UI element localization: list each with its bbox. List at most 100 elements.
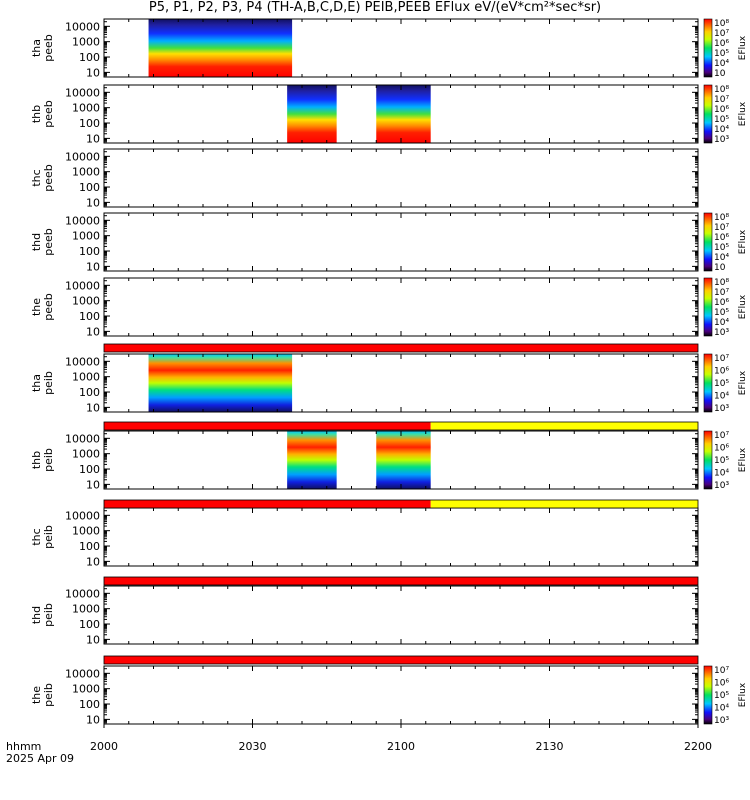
colorbar-tick-label: 10⁴ xyxy=(714,253,729,263)
colorbar-tick-label: 10⁴ xyxy=(714,469,729,479)
probe-label: thb xyxy=(30,105,43,123)
plot-title: P5, P1, P2, P3, P4 (TH-A,B,C,D,E) PEIB,P… xyxy=(148,0,602,15)
colorbar-tick-label: 10⁶ xyxy=(714,367,729,377)
y-tick-label: 10000 xyxy=(65,20,100,33)
status-bar-frame xyxy=(103,499,699,509)
x-tick-label: 2000 xyxy=(90,740,118,753)
y-tick-label: 1000 xyxy=(72,166,100,179)
y-tick-label: 10 xyxy=(86,478,100,491)
panel-ylabel: thdpeeb xyxy=(30,228,55,256)
panel-frame xyxy=(103,277,699,337)
product-label: peeb xyxy=(42,293,55,321)
status-bar-frame xyxy=(103,655,699,665)
y-tick-label: 10 xyxy=(86,196,100,209)
colorbar-tick-label: 10⁴ xyxy=(714,392,729,402)
data-block-thb-peeb-1 xyxy=(376,85,431,143)
colorbar-tick-label: 10³ xyxy=(714,328,729,338)
product-label: peeb xyxy=(42,100,55,128)
y-tick-label: 100 xyxy=(79,245,100,258)
status-bar-frame xyxy=(103,343,699,353)
colorbar-tick-label: 10⁷ xyxy=(714,354,729,364)
y-tick-label: 10 xyxy=(86,132,100,145)
colorbar-tick-label: 10³ xyxy=(714,481,729,491)
colorbar-tick-label: 10³ xyxy=(714,404,729,414)
colorbar-tick-label: 10⁵ xyxy=(714,691,729,701)
colorbar xyxy=(703,665,713,725)
product-label: peib xyxy=(42,603,55,627)
y-tick-label: 10 xyxy=(86,713,100,726)
y-tick-label: 10 xyxy=(86,260,100,273)
probe-label: tha xyxy=(30,374,43,392)
y-tick-label: 100 xyxy=(79,181,100,194)
colorbar-label: EFlux xyxy=(738,229,748,254)
y-tick-label: 1000 xyxy=(72,371,100,384)
colorbar xyxy=(703,277,713,337)
data-block-thb-peib-0 xyxy=(287,431,337,489)
probe-label: thb xyxy=(30,451,43,469)
x-tick-label: 2130 xyxy=(536,740,564,753)
y-tick-label: 100 xyxy=(79,540,100,553)
status-bar-5 xyxy=(103,655,699,665)
y-tick-label: 1000 xyxy=(72,230,100,243)
y-tick-label: 10000 xyxy=(65,279,100,292)
y-tick-label: 100 xyxy=(79,51,100,64)
colorbar-tick-label: 10³ xyxy=(714,716,729,726)
status-segment-red xyxy=(104,500,431,508)
panel-thc-peib: 10 100 1000 10000 thcpeib xyxy=(30,507,699,568)
panel-the-peib: 10 100 1000 10000 thepeib 10³ 10⁴ 10⁵ 10⁶ 10⁷ EFlu… xyxy=(30,665,748,726)
status-segment-red xyxy=(104,656,698,664)
colorbar-tick-label: 10⁴ xyxy=(714,125,729,135)
status-bar-frame xyxy=(103,421,699,431)
status-segment-yellow xyxy=(430,500,698,508)
colorbar-tick-label: 10⁷ xyxy=(714,29,729,39)
colorbar-tick-label: 10⁸ xyxy=(714,85,729,95)
product-label: peeb xyxy=(42,164,55,192)
data-block-thb-peeb-0 xyxy=(287,85,337,143)
x-tick-label: 2200 xyxy=(684,740,712,753)
probe-label: tha xyxy=(30,39,43,57)
y-tick-label: 1000 xyxy=(72,102,100,115)
status-segment-red xyxy=(104,577,698,585)
status-segment-yellow xyxy=(430,422,698,430)
y-tick-label: 10000 xyxy=(65,667,100,680)
panel-ylabel: thcpeib xyxy=(30,525,55,549)
y-tick-label: 1000 xyxy=(72,683,100,696)
y-tick-label: 1000 xyxy=(72,448,100,461)
status-bar-2 xyxy=(103,421,699,431)
y-tick-label: 100 xyxy=(79,117,100,130)
data-block-thb-peib-1 xyxy=(376,431,431,489)
panel-ylabel: thepeeb xyxy=(30,293,55,321)
status-segment-red xyxy=(104,344,698,352)
y-tick-label: 10 xyxy=(86,401,100,414)
colorbar-tick-label: 10⁴ xyxy=(714,318,729,328)
panel-ylabel: thepeib xyxy=(30,683,55,707)
colorbar-label: EFlux xyxy=(738,682,748,707)
panel-ylabel: thcpeeb xyxy=(30,164,55,192)
colorbar-tick-label: 10⁶ xyxy=(714,679,729,689)
footer-labels: hhmm 2025 Apr 09 xyxy=(6,740,74,765)
y-tick-label: 1000 xyxy=(72,603,100,616)
colorbar xyxy=(703,18,713,78)
panel-frame xyxy=(103,665,699,725)
x-tick-label: 2100 xyxy=(387,740,415,753)
y-tick-label: 10000 xyxy=(65,509,100,522)
colorbar-tick-label: 10⁸ xyxy=(714,278,729,288)
status-bar-4 xyxy=(103,576,699,586)
status-bar-3 xyxy=(103,499,699,509)
panel-ylabel: thapeeb xyxy=(30,34,55,62)
y-tick-label: 1000 xyxy=(72,525,100,538)
status-bar-frame xyxy=(103,576,699,586)
colorbar-tick-label: 10⁶ xyxy=(714,39,729,49)
colorbar xyxy=(703,353,713,413)
product-label: peib xyxy=(42,371,55,395)
y-tick-label: 10000 xyxy=(65,214,100,227)
y-tick-label: 10000 xyxy=(65,432,100,445)
y-tick-label: 100 xyxy=(79,618,100,631)
colorbar-label: EFlux xyxy=(738,35,748,60)
x-tick-label: 2030 xyxy=(239,740,267,753)
colorbar-label: EFlux xyxy=(738,294,748,319)
product-label: peib xyxy=(42,683,55,707)
product-label: peib xyxy=(42,448,55,472)
product-label: peeb xyxy=(42,228,55,256)
colorbar-tick-label: 10⁵ xyxy=(714,243,729,253)
